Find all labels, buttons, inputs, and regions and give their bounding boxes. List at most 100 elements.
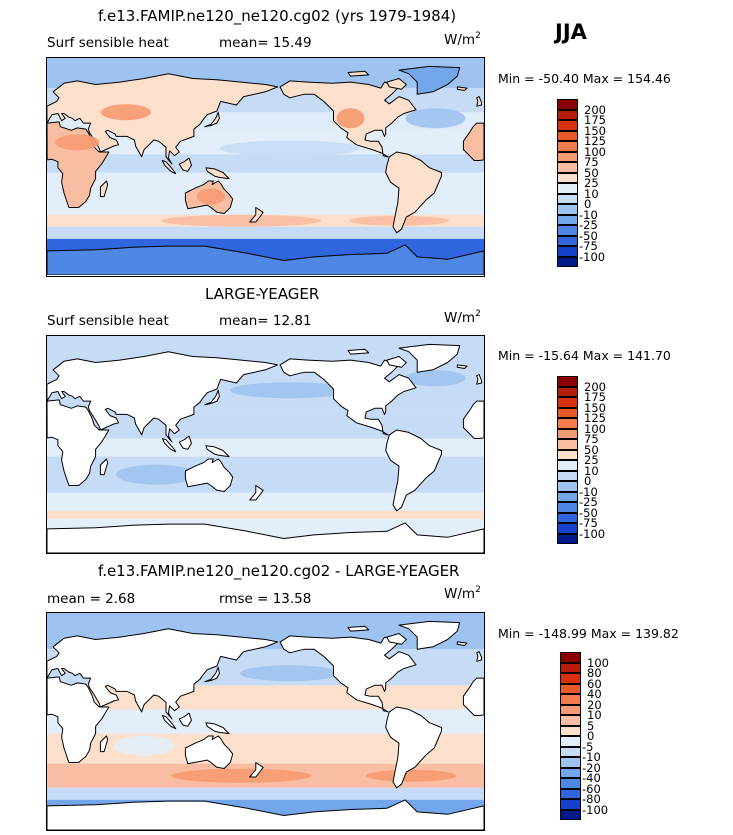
colorbar-swatch — [557, 407, 578, 418]
colorbar-tick-label: 100 — [587, 655, 609, 670]
colorbar-swatch — [557, 141, 578, 152]
colorbar-tick-label: 175 — [584, 113, 606, 127]
landmass-africaW — [462, 677, 484, 716]
colorbar-tick-label: 10 — [584, 186, 599, 201]
landmass-antarctica — [47, 244, 484, 275]
landmass-madagascar — [99, 458, 109, 476]
australia-highlight — [196, 188, 225, 205]
colorbar-tick-label: 40 — [587, 687, 602, 701]
colorbar-tick-label: 10 — [587, 708, 602, 722]
colorbar-tick-label: 125 — [584, 411, 606, 425]
landmass-africa — [47, 676, 110, 763]
colorbar-tick-label: -40 — [582, 771, 601, 785]
colorbar-tick-label: 25 — [584, 176, 599, 190]
landmass-madagascar — [99, 735, 109, 753]
colorbar-tick-label: 0 — [584, 474, 592, 488]
landmass-greenland — [398, 620, 461, 650]
colorbar-tick-label: 100 — [584, 144, 606, 159]
colorbar-tick-label: 150 — [584, 400, 606, 415]
landmass-arctic1 — [347, 625, 370, 632]
field-patch — [405, 108, 466, 129]
colorbar-tick-label: 5 — [587, 718, 595, 733]
colorbar-swatch — [560, 799, 581, 810]
panel-1-map — [46, 57, 485, 277]
landmass-samerica — [385, 706, 442, 789]
colorbar-tick-label: 100 — [584, 421, 606, 436]
field-patch — [114, 735, 175, 756]
colorbar-swatch — [560, 715, 581, 726]
landmass-iceland — [456, 641, 468, 646]
panel-3-minmax: Min = -148.99 Max = 139.82 — [498, 626, 679, 641]
colorbar-swatch — [557, 481, 578, 492]
landmass-uk — [476, 651, 483, 662]
landmass-antarctica — [47, 799, 484, 830]
landmass-samerica — [385, 429, 442, 512]
panel-2-minmax: Min = -15.64 Max = 141.70 — [498, 348, 671, 363]
map-canvas — [47, 336, 484, 553]
landmass-sumatra — [161, 438, 177, 453]
landmass-baffin — [386, 356, 407, 368]
landmass-newzealand — [249, 762, 264, 778]
colorbar-tick-label: 0 — [587, 729, 595, 743]
colorbar-tick-label: 125 — [584, 134, 606, 148]
panel-1-mean: mean= 15.49 — [219, 35, 312, 51]
colorbar-tick-label: -75 — [579, 516, 598, 530]
colorbar-swatch — [557, 512, 578, 523]
colorbar-swatch — [557, 235, 578, 246]
season-label: JJA — [555, 20, 587, 44]
panel-2-units: W/m2 — [444, 309, 481, 326]
colorbar-tick-label: 20 — [587, 697, 602, 712]
colorbar-swatch — [560, 736, 581, 747]
colorbar-tick-label: 200 — [584, 379, 606, 394]
landmass-greenland — [398, 343, 461, 373]
landmass-arctic1 — [347, 70, 370, 77]
landmass-newguinea — [205, 167, 230, 180]
landmass-eurasia — [47, 73, 279, 165]
colorbar-tick-label: 0 — [584, 197, 592, 211]
field-patch — [219, 140, 360, 157]
landmass-greenland — [398, 65, 461, 95]
equatorial-field — [47, 154, 484, 173]
colorbar-tick-label: -25 — [579, 218, 598, 232]
panel-2-map — [46, 335, 485, 554]
landmass-eurasia — [47, 351, 279, 443]
colorbar-swatch — [560, 809, 581, 820]
panel-2-variable: Surf sensible heat — [47, 313, 169, 329]
landmass-borneo — [178, 435, 192, 450]
colorbar-swatch — [560, 757, 581, 768]
colorbar-swatch — [557, 151, 578, 162]
colorbar-swatch — [557, 225, 578, 236]
colorbar-tick-label: -50 — [579, 505, 598, 520]
colorbar-swatch — [557, 204, 578, 215]
landmass-japan — [204, 111, 220, 128]
colorbar-tick-label: 175 — [584, 390, 606, 404]
colorbar-tick-label: -10 — [579, 207, 598, 222]
panel-1-variable: Surf sensible heat — [47, 35, 169, 51]
field-patch — [116, 464, 197, 485]
landmass-japan — [204, 666, 220, 683]
colorbar-swatch — [560, 778, 581, 789]
field-patch — [405, 370, 466, 387]
colorbar-tick-label: -100 — [582, 802, 609, 817]
colorbar-tick-label: -50 — [579, 228, 598, 243]
colorbar-swatch — [560, 652, 581, 663]
colorbar-swatch — [557, 449, 578, 460]
colorbar-swatch — [557, 491, 578, 502]
colorbar-swatch — [557, 523, 578, 534]
colorbar-swatch — [557, 120, 578, 131]
panel-3-units: W/m2 — [444, 585, 481, 602]
southern-ocean-field — [47, 226, 484, 239]
colorbar-tick-label: -5 — [582, 739, 594, 754]
panel-3-title: f.e13.FAMIP.ne120_ne120.cg02 - LARGE-YEA… — [98, 562, 460, 580]
landmass-arctic1 — [347, 348, 370, 355]
landmass-samerica — [385, 151, 442, 234]
map-canvas — [47, 613, 484, 830]
colorbar-tick-label: 75 — [584, 432, 599, 446]
colorbar-tick-label: 80 — [587, 666, 602, 680]
colorbar-swatch — [557, 460, 578, 471]
colorbar-swatch — [560, 767, 581, 778]
landmass-newzealand — [249, 207, 264, 223]
field-patch — [161, 214, 322, 227]
colorbar-swatch — [557, 193, 578, 204]
field-patch — [239, 665, 340, 682]
